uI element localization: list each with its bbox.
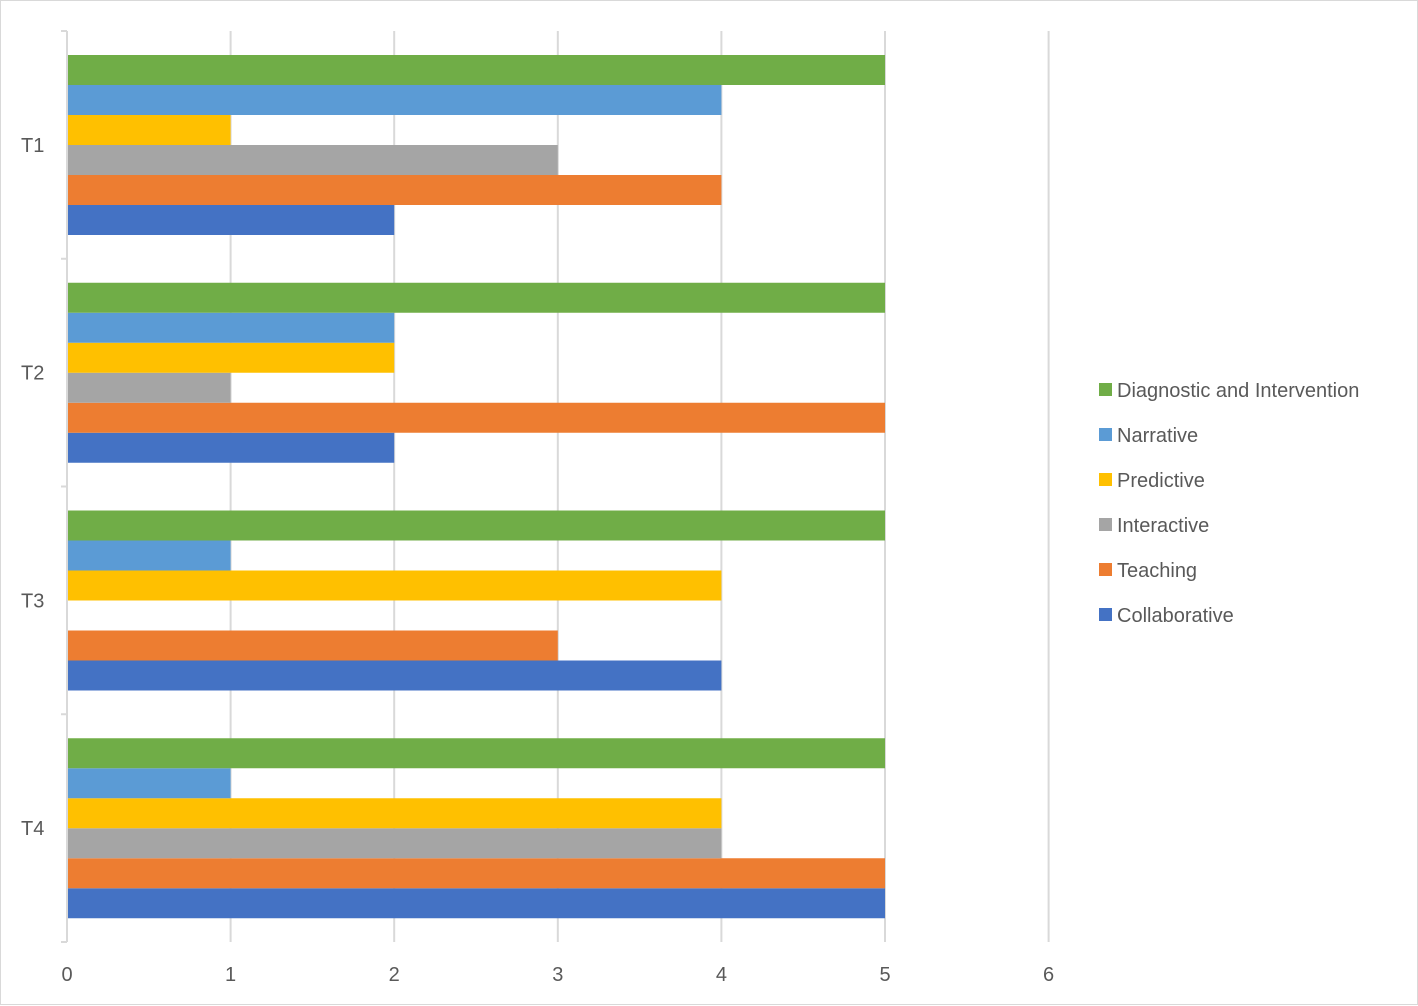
bar-t4-interactive [67, 828, 722, 859]
bar-t1-teaching [67, 175, 722, 205]
category-label-t3: T3 [21, 590, 44, 612]
bar-t2-diagnostic-and-intervention [67, 282, 885, 313]
legend-label-interactive: Interactive [1117, 515, 1209, 537]
bar-t3-teaching [67, 630, 558, 661]
bar-t2-predictive [67, 342, 395, 373]
bar-t4-teaching [67, 858, 885, 889]
category-label-t4: T4 [21, 818, 44, 840]
legend-swatch-teaching [1099, 563, 1112, 576]
legend-label-diagnostic-and-intervention: Diagnostic and Intervention [1117, 380, 1359, 402]
bar-t2-teaching [67, 402, 885, 433]
bar-t3-narrative [67, 540, 231, 571]
bar-t4-narrative [67, 768, 231, 799]
bar-t2-narrative [67, 312, 395, 343]
x-tick-label-5: 5 [879, 964, 890, 986]
bar-t2-interactive [67, 372, 231, 403]
bar-t4-diagnostic-and-intervention [67, 738, 885, 769]
x-tick-label-6: 6 [1043, 964, 1054, 986]
legend-swatch-diagnostic-and-intervention [1099, 383, 1112, 396]
bar-t3-diagnostic-and-intervention [67, 510, 885, 541]
bar-t1-diagnostic-and-intervention [67, 55, 885, 85]
bar-t1-narrative [67, 85, 722, 115]
legend-label-predictive: Predictive [1117, 470, 1205, 492]
legend-swatch-narrative [1099, 428, 1112, 441]
x-tick-label-2: 2 [389, 964, 400, 986]
x-tick-label-0: 0 [61, 964, 72, 986]
x-tick-label-1: 1 [225, 964, 236, 986]
bar-t1-predictive [67, 115, 231, 145]
legend-swatch-interactive [1099, 518, 1112, 531]
bar-t3-collaborative [67, 660, 722, 691]
legend-swatch-predictive [1099, 473, 1112, 486]
bar-t1-collaborative [67, 205, 395, 235]
bar-t4-collaborative [67, 888, 885, 919]
legend-label-teaching: Teaching [1117, 560, 1197, 582]
legend-swatch-collaborative [1099, 608, 1112, 621]
bar-t3-predictive [67, 570, 722, 601]
x-tick-label-3: 3 [552, 964, 563, 986]
legend-label-collaborative: Collaborative [1117, 605, 1234, 627]
bar-t1-interactive [67, 145, 558, 175]
category-label-t2: T2 [21, 363, 44, 385]
x-tick-label-4: 4 [716, 964, 727, 986]
category-label-t1: T1 [21, 135, 44, 157]
legend-label-narrative: Narrative [1117, 425, 1198, 447]
bar-t4-predictive [67, 798, 722, 829]
bar-t2-collaborative [67, 432, 395, 463]
